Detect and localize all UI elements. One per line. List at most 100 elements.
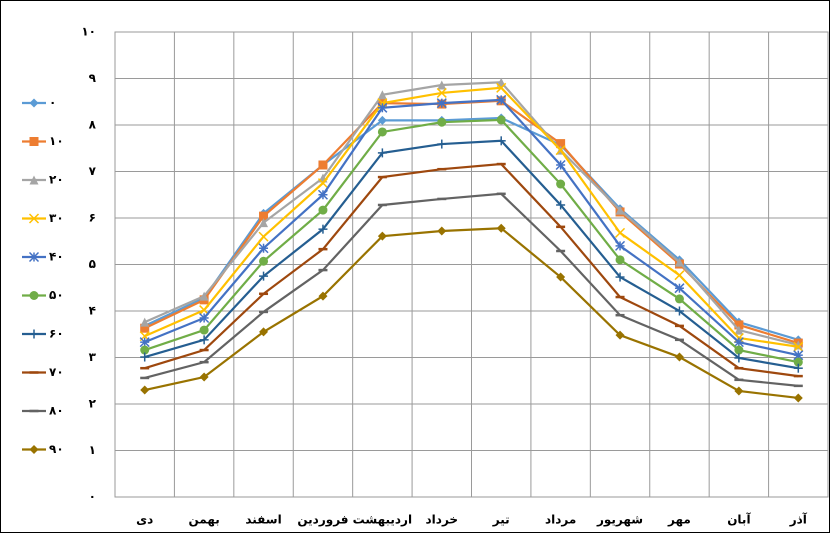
marker-shape bbox=[29, 175, 39, 185]
marker-shape bbox=[259, 218, 269, 228]
marker bbox=[793, 350, 804, 361]
y-tick-label: ۰ bbox=[89, 490, 96, 504]
marker bbox=[29, 329, 39, 339]
legend-label: ۵۰ bbox=[49, 288, 64, 302]
marker-shape bbox=[377, 98, 388, 109]
marker bbox=[140, 323, 150, 333]
marker bbox=[734, 320, 744, 330]
marker bbox=[793, 357, 803, 367]
marker bbox=[674, 294, 684, 304]
marker-shape bbox=[734, 386, 744, 396]
marker-shape bbox=[377, 231, 387, 241]
marker bbox=[437, 117, 447, 127]
marker-shape bbox=[793, 393, 803, 403]
marker-shape bbox=[674, 270, 685, 281]
marker bbox=[139, 337, 150, 348]
x-tick-label: اسفند bbox=[245, 513, 281, 527]
marker bbox=[674, 283, 685, 294]
legend-label: ۹۰ bbox=[49, 442, 64, 456]
marker bbox=[258, 243, 269, 254]
x-tick-label: دی bbox=[136, 513, 153, 527]
marker bbox=[733, 337, 744, 348]
x-tick-label: مهر bbox=[667, 513, 691, 527]
marker-shape bbox=[734, 325, 744, 335]
marker bbox=[140, 317, 150, 327]
legend-label: ۷۰ bbox=[49, 365, 64, 379]
y-tick-label: ۴ bbox=[89, 304, 96, 318]
legend-label: ۸۰ bbox=[49, 404, 64, 418]
marker bbox=[674, 270, 685, 281]
marker-shape bbox=[674, 352, 684, 362]
marker-shape bbox=[615, 330, 625, 340]
marker bbox=[615, 330, 625, 340]
marker-shape bbox=[318, 160, 328, 170]
marker bbox=[793, 393, 803, 403]
marker bbox=[734, 325, 744, 335]
y-tick-label: ۶ bbox=[89, 211, 96, 225]
marker bbox=[437, 139, 447, 149]
marker bbox=[377, 148, 387, 158]
marker-shape bbox=[615, 205, 625, 215]
marker-shape bbox=[437, 226, 447, 236]
marker-shape bbox=[199, 372, 209, 382]
legend-item: ۹۰ bbox=[22, 442, 64, 456]
marker bbox=[29, 175, 39, 185]
legend-label: ۰ bbox=[49, 96, 56, 110]
marker bbox=[318, 291, 328, 301]
marker-shape bbox=[496, 82, 507, 93]
marker bbox=[615, 205, 625, 215]
y-tick-label: ۱ bbox=[89, 443, 96, 457]
marker bbox=[259, 256, 269, 266]
y-tick-label: ۳ bbox=[89, 350, 97, 364]
marker bbox=[615, 227, 626, 238]
marker-shape bbox=[793, 341, 804, 352]
series-line bbox=[144, 139, 799, 370]
series-line bbox=[144, 227, 799, 400]
marker bbox=[199, 291, 209, 301]
series-line bbox=[144, 192, 799, 387]
marker-shape bbox=[674, 294, 684, 304]
marker-shape bbox=[377, 90, 387, 100]
marker bbox=[199, 325, 209, 335]
y-tick-label: ۱۰ bbox=[81, 25, 96, 39]
marker bbox=[793, 341, 804, 352]
legend-label: ۳۰ bbox=[49, 211, 64, 225]
marker bbox=[615, 272, 625, 282]
marker bbox=[199, 335, 209, 345]
marker-shape bbox=[317, 178, 328, 189]
marker-shape bbox=[437, 80, 447, 90]
legend-item: ۴۰ bbox=[22, 250, 64, 264]
y-tick-label: ۸ bbox=[89, 118, 97, 132]
marker-shape bbox=[496, 223, 506, 233]
legend-label: ۴۰ bbox=[49, 250, 64, 264]
marker bbox=[318, 205, 328, 215]
marker-shape bbox=[318, 291, 328, 301]
marker-shape bbox=[29, 98, 39, 108]
marker bbox=[317, 189, 328, 200]
series-line bbox=[144, 98, 799, 357]
marker bbox=[28, 251, 40, 263]
marker bbox=[377, 90, 387, 100]
marker-shape bbox=[199, 325, 209, 335]
marker bbox=[140, 345, 150, 355]
marker-shape bbox=[258, 231, 269, 242]
marker-shape bbox=[29, 291, 39, 300]
x-tick-label: آبان bbox=[727, 512, 751, 527]
marker-shape bbox=[259, 327, 269, 337]
legend-item: ۳۰ bbox=[22, 211, 64, 225]
marker bbox=[496, 223, 506, 233]
y-tick-label: ۹ bbox=[89, 71, 97, 85]
marker bbox=[258, 231, 269, 242]
marker bbox=[28, 213, 40, 224]
marker bbox=[615, 240, 626, 251]
marker-shape bbox=[437, 117, 447, 127]
legend-item: ۶۰ bbox=[22, 327, 64, 341]
marker bbox=[377, 115, 387, 125]
marker-shape bbox=[793, 357, 803, 367]
marker bbox=[674, 352, 684, 362]
marker bbox=[674, 306, 684, 316]
marker bbox=[496, 136, 506, 146]
marker bbox=[259, 211, 269, 221]
marker-shape bbox=[140, 317, 150, 327]
